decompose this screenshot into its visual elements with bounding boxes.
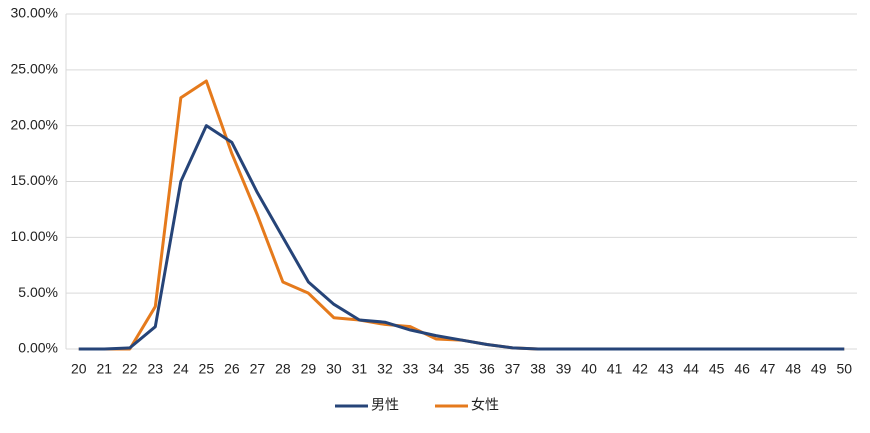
x-tick-label: 42	[632, 361, 648, 377]
x-tick-label: 39	[556, 361, 572, 377]
x-tick-label: 30	[326, 361, 342, 377]
x-tick-label: 28	[275, 361, 291, 377]
x-tick-label: 22	[122, 361, 138, 377]
y-tick-label: 0.00%	[18, 340, 58, 356]
y-tick-label: 20.00%	[11, 116, 58, 132]
x-tick-label: 21	[96, 361, 112, 377]
x-tick-label: 24	[173, 361, 189, 377]
legend-label: 女性	[471, 397, 499, 413]
x-tick-label: 31	[352, 361, 368, 377]
x-tick-label: 50	[836, 361, 852, 377]
x-tick-label: 25	[199, 361, 215, 377]
y-tick-label: 5.00%	[18, 284, 58, 300]
x-tick-label: 36	[479, 361, 495, 377]
x-tick-label: 23	[148, 361, 164, 377]
x-tick-label: 33	[403, 361, 419, 377]
x-tick-label: 40	[581, 361, 597, 377]
series-line	[78, 124, 845, 351]
y-tick-label: 25.00%	[11, 61, 58, 77]
x-tick-label: 27	[250, 361, 266, 377]
x-tick-label: 20	[71, 361, 87, 377]
x-tick-label: 37	[505, 361, 521, 377]
x-tick-label: 49	[811, 361, 827, 377]
x-tick-label: 48	[785, 361, 801, 377]
x-tick-label: 35	[454, 361, 470, 377]
x-tick-label: 46	[734, 361, 750, 377]
x-tick-label: 47	[760, 361, 776, 377]
series-line	[78, 79, 845, 351]
x-tick-label: 43	[658, 361, 674, 377]
y-tick-label: 15.00%	[11, 172, 58, 188]
x-tick-label: 41	[607, 361, 623, 377]
x-tick-label: 32	[377, 361, 393, 377]
legend-label: 男性	[371, 397, 399, 413]
y-tick-label: 30.00%	[11, 5, 58, 21]
x-tick-label: 45	[709, 361, 725, 377]
x-tick-label: 34	[428, 361, 444, 377]
x-tick-label: 29	[301, 361, 317, 377]
y-tick-label: 10.00%	[11, 228, 58, 244]
x-tick-label: 44	[683, 361, 699, 377]
x-tick-label: 38	[530, 361, 546, 377]
x-tick-label: 26	[224, 361, 240, 377]
